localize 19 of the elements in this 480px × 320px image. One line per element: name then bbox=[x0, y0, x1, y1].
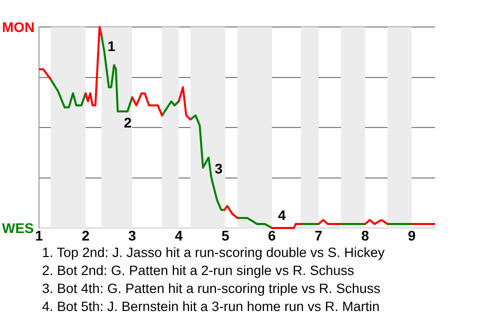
x-tick-label: 8 bbox=[361, 227, 370, 244]
annotation: 3 bbox=[214, 160, 223, 177]
x-tick-label: 2 bbox=[82, 227, 90, 244]
text: 4. Bot 5th: J. Bernstein hit a 3-run home run vs R. Martin bbox=[42, 298, 381, 316]
x-tick-label: 6 bbox=[268, 227, 276, 244]
annotation: 2 bbox=[124, 114, 132, 130]
text: MON bbox=[2, 19, 35, 35]
x-tick-label: 3 bbox=[128, 227, 136, 244]
text: 1. Top 2nd: J. Jasso hit a run-scoring double vs S. Hickey bbox=[42, 244, 385, 262]
text: WES bbox=[2, 220, 34, 236]
text: 3. Bot 4th: G. Patten hit a run-scoring triple vs R. Schuss bbox=[42, 280, 382, 298]
text: 2. Bot 2nd: G. Patten hit a 2-run single vs R. Schuss bbox=[42, 262, 356, 280]
annotation: 4 bbox=[278, 206, 286, 223]
x-tick-label: 5 bbox=[221, 227, 230, 244]
x-tick-label: 1 bbox=[35, 227, 44, 244]
annotation: 1 bbox=[108, 38, 116, 54]
x-tick-label: 7 bbox=[314, 227, 323, 244]
x-tick-label: 9 bbox=[408, 227, 416, 244]
x-tick-label: 4 bbox=[174, 227, 183, 244]
